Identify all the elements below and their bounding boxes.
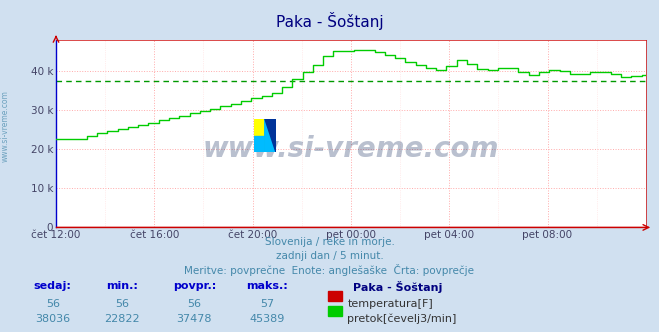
Text: 56: 56 bbox=[45, 299, 60, 309]
Text: 56: 56 bbox=[187, 299, 202, 309]
Text: Slovenija / reke in morje.: Slovenija / reke in morje. bbox=[264, 237, 395, 247]
Text: www.si-vreme.com: www.si-vreme.com bbox=[203, 135, 499, 163]
Text: 22822: 22822 bbox=[104, 314, 140, 324]
Text: 57: 57 bbox=[260, 299, 274, 309]
Bar bbox=[265, 119, 276, 135]
Text: povpr.:: povpr.: bbox=[173, 281, 216, 290]
Text: temperatura[F]: temperatura[F] bbox=[347, 299, 433, 309]
Text: Paka - Šoštanj: Paka - Šoštanj bbox=[275, 12, 384, 30]
Bar bbox=[254, 119, 265, 135]
Polygon shape bbox=[265, 119, 276, 152]
Text: zadnji dan / 5 minut.: zadnji dan / 5 minut. bbox=[275, 251, 384, 261]
Polygon shape bbox=[265, 119, 276, 152]
Text: sedaj:: sedaj: bbox=[34, 281, 72, 290]
Text: maks.:: maks.: bbox=[246, 281, 288, 290]
Text: Meritve: povprečne  Enote: anglešaške  Črta: povprečje: Meritve: povprečne Enote: anglešaške Črt… bbox=[185, 264, 474, 276]
Text: www.si-vreme.com: www.si-vreme.com bbox=[1, 90, 10, 162]
Polygon shape bbox=[265, 119, 276, 152]
Text: 45389: 45389 bbox=[249, 314, 285, 324]
Text: min.:: min.: bbox=[106, 281, 138, 290]
Text: pretok[čevelj3/min]: pretok[čevelj3/min] bbox=[347, 314, 457, 324]
Text: 37478: 37478 bbox=[177, 314, 212, 324]
Bar bbox=[254, 135, 265, 152]
Text: Paka - Šoštanj: Paka - Šoštanj bbox=[353, 281, 442, 292]
Text: 38036: 38036 bbox=[35, 314, 71, 324]
Text: 56: 56 bbox=[115, 299, 129, 309]
